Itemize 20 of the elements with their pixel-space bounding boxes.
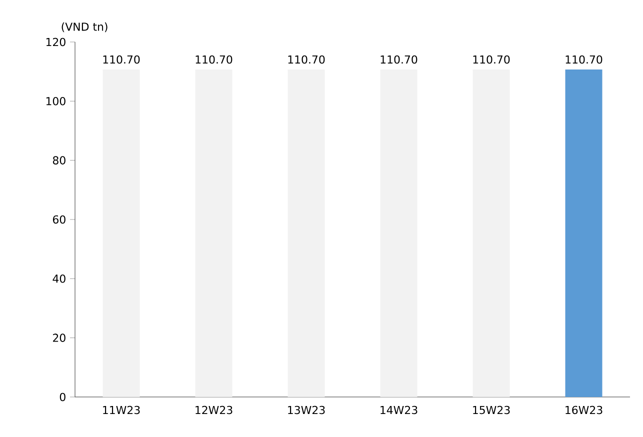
data-label: 110.70 bbox=[196, 55, 232, 64]
x-tick-label: 15W23 bbox=[473, 406, 510, 414]
x-tick-label: 12W23 bbox=[196, 406, 232, 414]
x-tick-label: 11W23 bbox=[103, 406, 140, 414]
y-tick-label: 0 bbox=[60, 392, 66, 402]
y-tick-label: 20 bbox=[53, 334, 66, 342]
data-label: 110.70 bbox=[288, 55, 325, 64]
x-tick-label: 14W23 bbox=[380, 406, 418, 414]
y-tick-label: 40 bbox=[52, 274, 66, 283]
y-tick-label: 60 bbox=[52, 215, 66, 224]
y-tick-label: 80 bbox=[52, 156, 66, 164]
data-label: 110.70 bbox=[473, 55, 510, 64]
data-label: 110.70 bbox=[103, 55, 140, 64]
x-tick-label: 13W23 bbox=[288, 406, 325, 414]
data-label: 110.70 bbox=[380, 55, 418, 64]
x-tick-label: 16W23 bbox=[566, 406, 602, 414]
y-tick-label: 100 bbox=[46, 97, 66, 106]
data-label: 110.70 bbox=[566, 55, 602, 64]
y-tick-label: 120 bbox=[46, 38, 66, 46]
y-axis-title: (VND tn) bbox=[62, 22, 108, 32]
